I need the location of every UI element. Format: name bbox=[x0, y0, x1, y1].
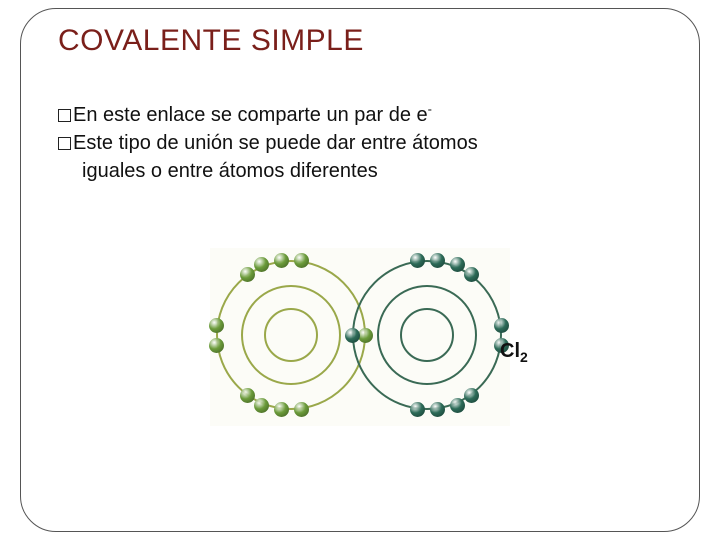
electron bbox=[464, 388, 479, 403]
bullet-marker-icon bbox=[58, 109, 71, 122]
electron bbox=[254, 398, 269, 413]
electron bbox=[209, 318, 224, 333]
electron bbox=[294, 402, 309, 417]
electron bbox=[345, 328, 360, 343]
electron bbox=[410, 402, 425, 417]
bullet-2-cont: iguales o entre átomos diferentes bbox=[82, 157, 680, 185]
slide-title: COVALENTE SIMPLE bbox=[58, 24, 680, 58]
electron bbox=[410, 253, 425, 268]
atom bbox=[352, 260, 502, 410]
electron bbox=[450, 257, 465, 272]
electron bbox=[450, 398, 465, 413]
molecule-symbol: Cl bbox=[500, 340, 520, 362]
cl2-diagram bbox=[210, 248, 510, 426]
electron bbox=[254, 257, 269, 272]
electron bbox=[430, 402, 445, 417]
bullet-2: Este tipo de unión se puede dar entre át… bbox=[58, 129, 680, 157]
electron bbox=[294, 253, 309, 268]
bullet-marker-icon bbox=[58, 137, 71, 150]
bullet-2-text: Este tipo de unión se puede dar entre át… bbox=[73, 132, 478, 154]
bullet-1-text: En este enlace se comparte un par de e- bbox=[73, 104, 432, 126]
bullet-list: En este enlace se comparte un par de e- … bbox=[58, 100, 680, 185]
electron bbox=[209, 338, 224, 353]
atom bbox=[216, 260, 366, 410]
content-area: COVALENTE SIMPLE En este enlace se compa… bbox=[58, 24, 680, 185]
molecule-label: Cl2 bbox=[500, 340, 528, 365]
diagram-container bbox=[190, 248, 530, 426]
molecule-subscript: 2 bbox=[520, 349, 528, 365]
electron bbox=[274, 253, 289, 268]
electron bbox=[430, 253, 445, 268]
bullet-2-cont-text: iguales o entre átomos diferentes bbox=[82, 160, 378, 182]
bullet-1: En este enlace se comparte un par de e- bbox=[58, 100, 680, 129]
bullet-1-sup: - bbox=[428, 101, 432, 116]
electron bbox=[240, 388, 255, 403]
electron bbox=[274, 402, 289, 417]
electron-shell-ring bbox=[264, 308, 318, 362]
electron bbox=[464, 267, 479, 282]
electron bbox=[240, 267, 255, 282]
electron-shell-ring bbox=[400, 308, 454, 362]
bullet-1-main: En este enlace se comparte un par de e bbox=[73, 104, 428, 126]
electron bbox=[494, 318, 509, 333]
